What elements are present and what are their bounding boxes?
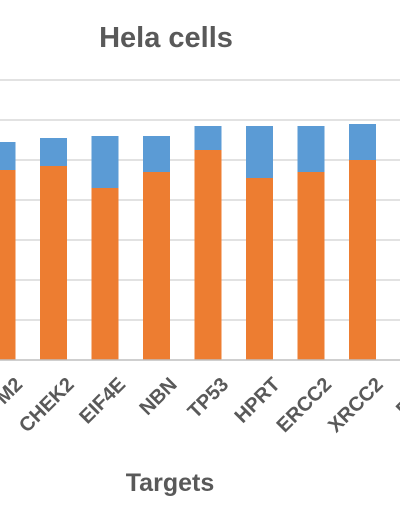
x-tick-label: CHEK2 bbox=[15, 374, 78, 437]
bar-chek2-segment-2 bbox=[40, 138, 67, 166]
chart-title: Hela cells bbox=[99, 22, 233, 54]
bar-xrcc2-segment-2 bbox=[349, 124, 376, 160]
bar-hprt-segment-2 bbox=[246, 126, 273, 178]
bar-nbn-segment-2 bbox=[143, 136, 170, 172]
x-tick-label: NBN bbox=[135, 374, 181, 420]
x-axis-title: Targets bbox=[126, 469, 214, 497]
bar-hprt-segment-1 bbox=[246, 178, 273, 360]
x-tick-label: XRCC2 bbox=[324, 374, 387, 437]
bar-atm2-segment-2 bbox=[0, 142, 16, 170]
bars bbox=[0, 124, 376, 360]
x-tick-label: PIK3 bbox=[392, 374, 400, 421]
bar-ercc2-segment-2 bbox=[297, 126, 325, 172]
x-tick-label: EIF4E bbox=[75, 374, 130, 429]
bar-eif4e-segment-2 bbox=[91, 136, 119, 188]
bar-ercc2-segment-1 bbox=[297, 172, 325, 360]
x-tick-label: M2 bbox=[0, 374, 27, 409]
bar-tp53-segment-2 bbox=[194, 126, 222, 150]
x-tick-label: TP53 bbox=[184, 374, 233, 423]
bar-eif4e-segment-1 bbox=[91, 188, 119, 360]
x-tick-label: ERCC2 bbox=[273, 374, 336, 437]
bar-xrcc2-segment-1 bbox=[349, 160, 376, 360]
bar-chek2-segment-1 bbox=[40, 166, 67, 360]
bar-tp53-segment-1 bbox=[194, 150, 222, 360]
bar-nbn-segment-1 bbox=[143, 172, 170, 360]
bar-atm2-segment-1 bbox=[0, 170, 16, 360]
